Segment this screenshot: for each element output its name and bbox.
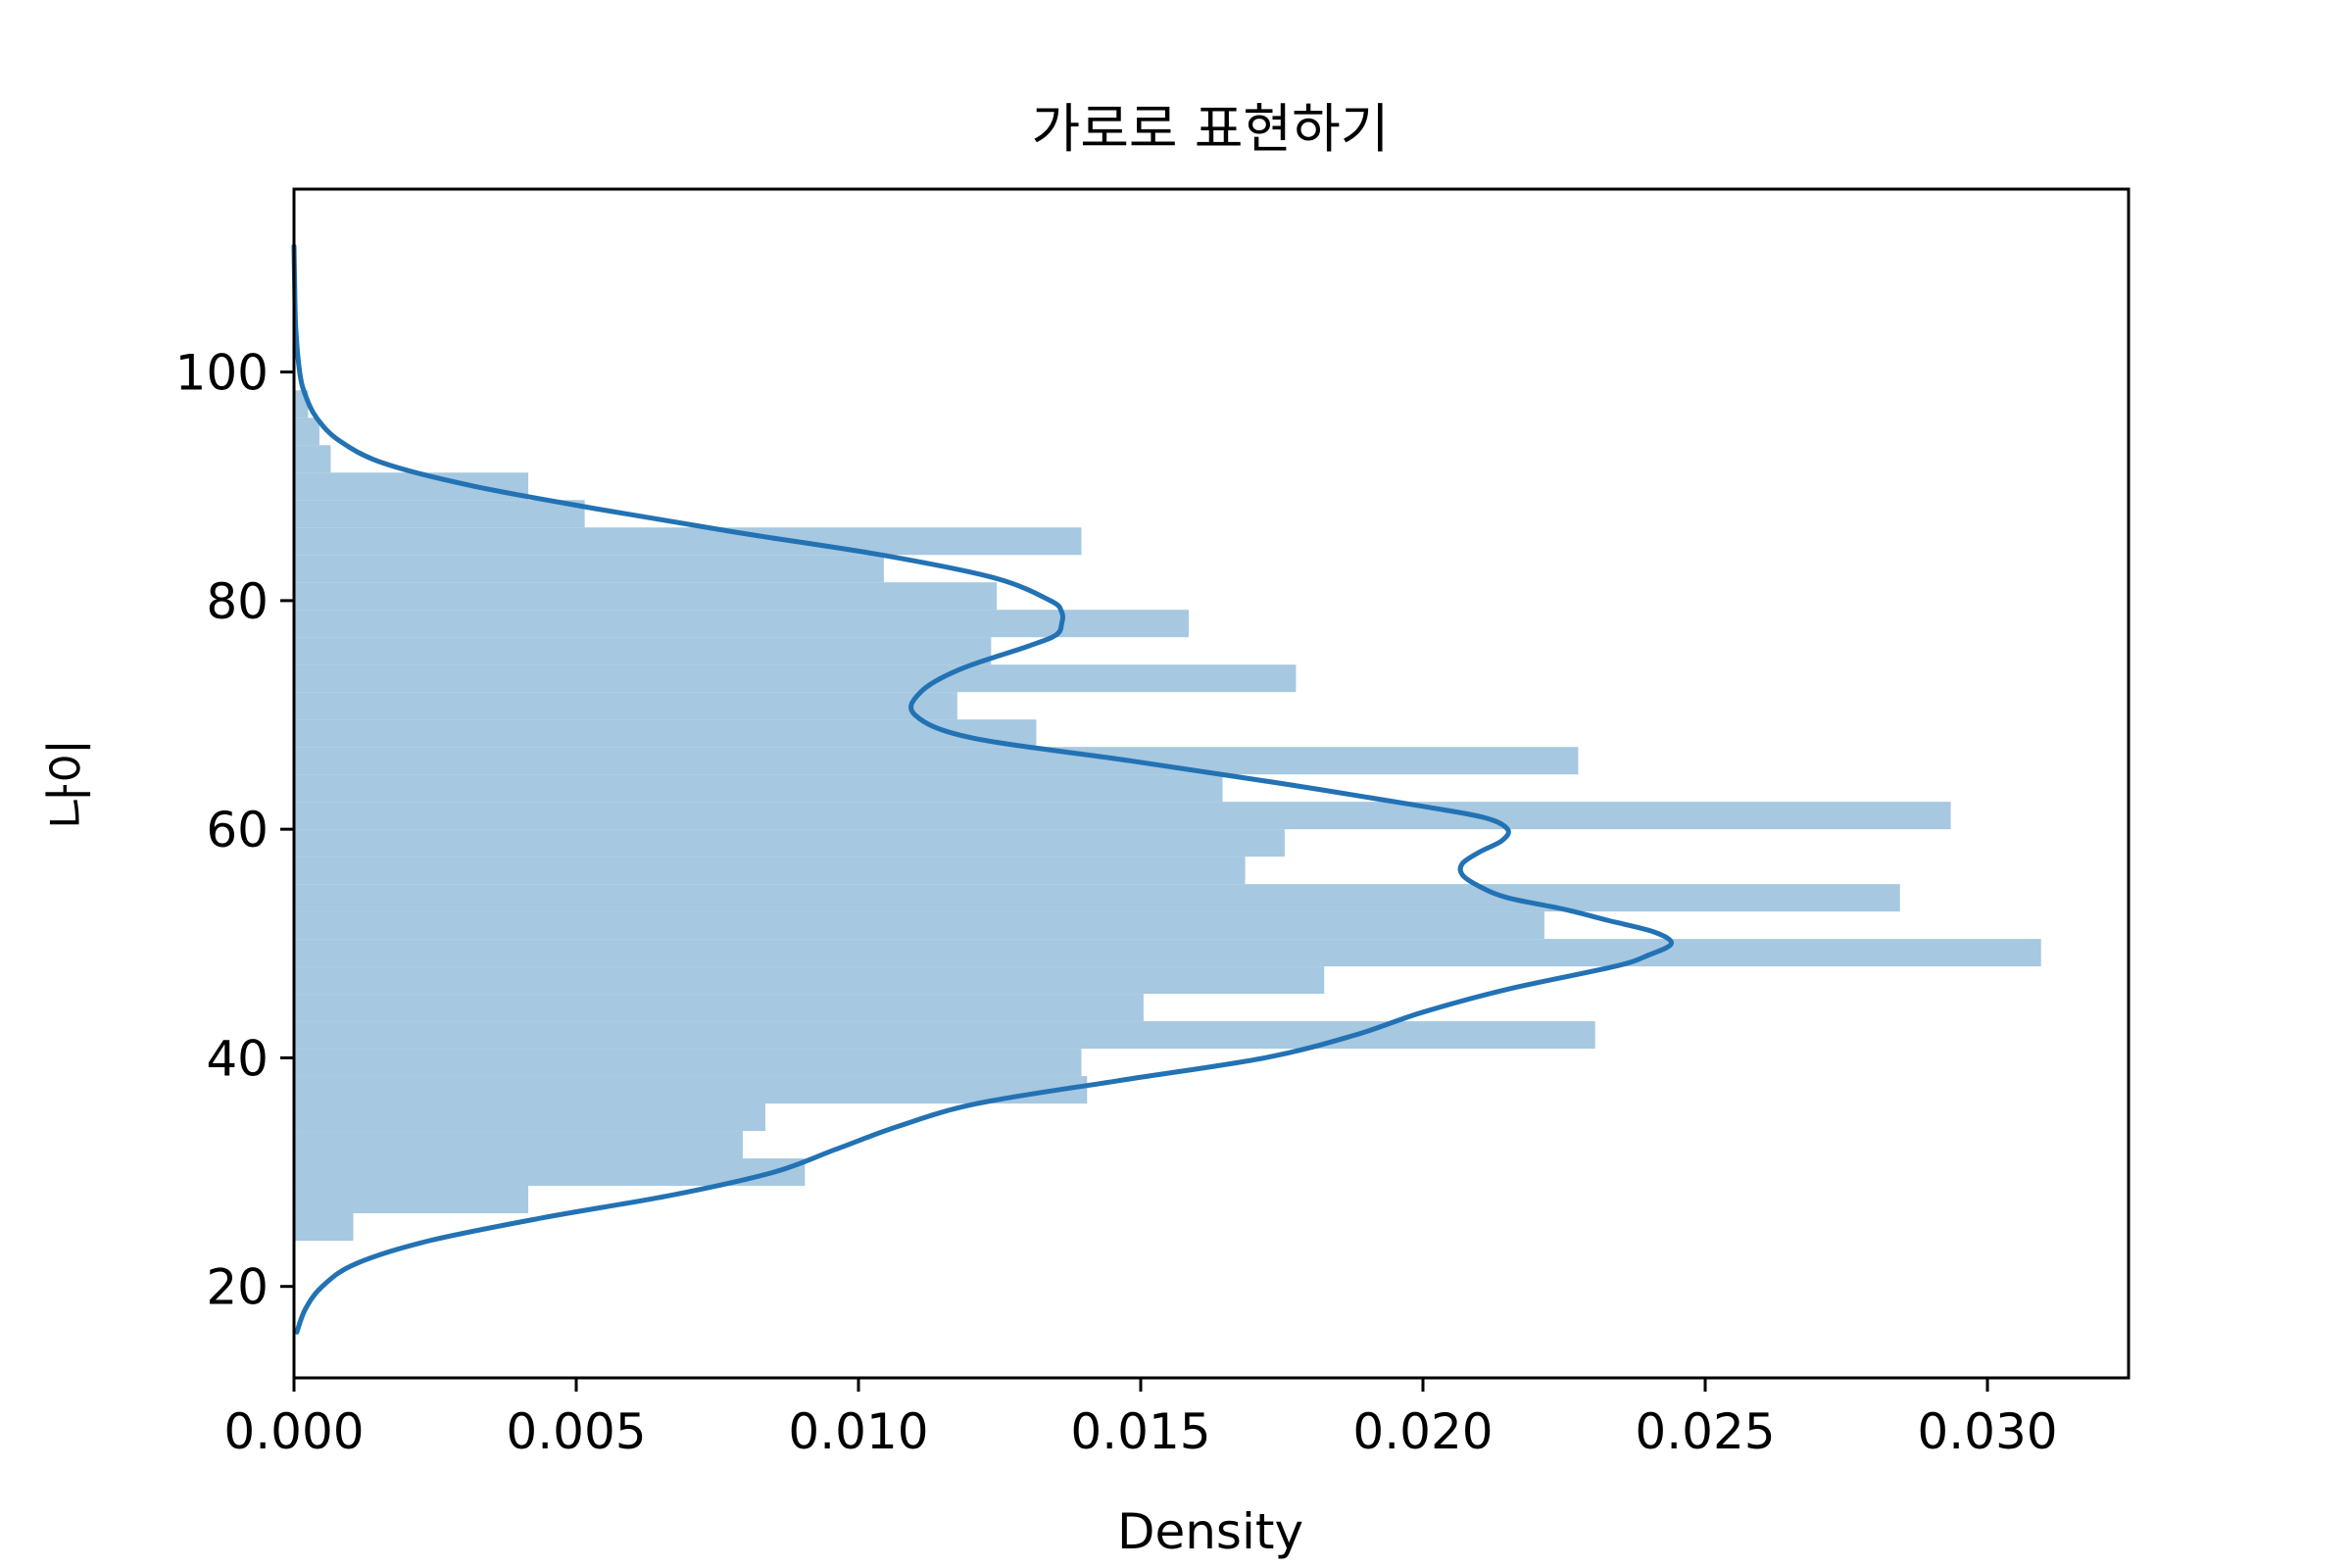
histogram-bar [294,1186,529,1214]
histogram-bar [294,719,1037,748]
histogram-bar [294,1131,743,1159]
histogram-bar [294,1158,806,1187]
histogram-bar [294,527,1082,556]
histogram-bar [294,1021,1595,1050]
histogram-bar [294,884,1900,912]
x-tick-label: 0.000 [223,1403,364,1460]
x-tick-label: 0.020 [1352,1403,1493,1460]
histogram-bar [294,1103,765,1132]
histogram-bar [294,472,529,501]
histogram-bar [294,829,1285,858]
histogram-bar [294,417,319,446]
histogram-bar [294,774,1223,803]
chart-title: 가로로 표현하기 [1032,98,1390,160]
histogram-bar [294,582,998,611]
histogram-bar [294,966,1325,995]
x-axis-label: Density [1117,1503,1303,1560]
histogram-bar [294,747,1579,775]
histogram-bar [294,500,585,528]
histogram-bar [294,939,2041,967]
y-axis-label: 나이 [41,739,98,829]
x-tick-label: 0.030 [1917,1403,2057,1460]
x-tick-label: 0.025 [1635,1403,1775,1460]
histogram-bar [294,445,331,473]
y-tick-label: 100 [175,345,269,402]
histogram-bar [294,911,1544,940]
plot-frame [292,187,2131,1380]
histogram-bars [294,390,2041,1242]
y-tick-label: 40 [206,1030,269,1087]
histogram-bar [294,664,1297,693]
y-tick-label: 60 [206,802,269,858]
y-tick-label: 80 [206,573,269,630]
x-axis: 0.000 0.005 0.010 0.015 0.020 0.025 0.030 [223,1378,2058,1460]
histogram-bar [294,994,1144,1022]
histogram-bar [294,555,884,583]
histogram-bar [294,857,1246,885]
histogram-bar [294,1213,354,1242]
x-tick-label: 0.010 [788,1403,928,1460]
histogram-bar [294,1076,1088,1104]
kde-curve [291,243,1674,1335]
histogram-bar [294,637,992,665]
histogram-bar [294,802,1951,830]
x-tick-label: 0.005 [506,1403,646,1460]
y-axis: 20 40 60 80 100 [175,345,294,1316]
y-tick-label: 20 [206,1259,269,1316]
histogram-bar [294,1049,1082,1077]
histogram-bar [294,610,1189,638]
histogram-bar [294,692,957,720]
x-tick-label: 0.015 [1070,1403,1210,1460]
